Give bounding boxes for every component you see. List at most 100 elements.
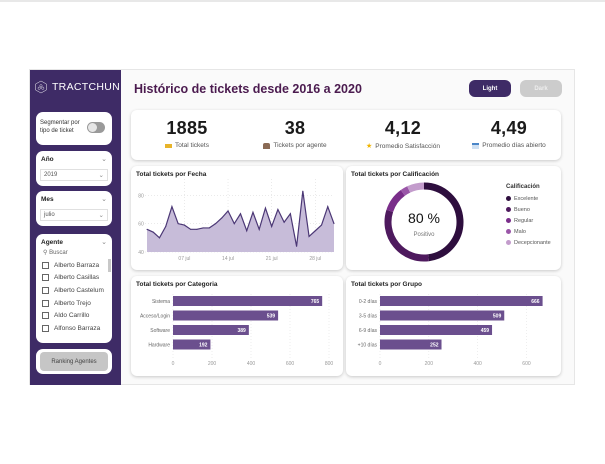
category-label: 3-5 días [359, 314, 378, 320]
checkbox[interactable] [42, 286, 49, 294]
category-label: Software [150, 328, 170, 334]
checkbox[interactable] [42, 299, 49, 307]
donut-center-label: Positivo [413, 232, 435, 238]
data-point [321, 224, 323, 226]
search-icon: ⚲ [43, 250, 48, 256]
agent-item[interactable]: Alberto Casillas [42, 272, 106, 285]
dark-theme-button[interactable]: Dark [520, 80, 562, 97]
donut-slice [400, 186, 411, 196]
light-theme-button[interactable]: Light [469, 80, 511, 97]
legend-title: Calificación [506, 184, 540, 190]
checkbox[interactable] [42, 324, 49, 332]
chevron-down-icon[interactable]: ⌄ [101, 196, 107, 203]
legend-marker [506, 196, 511, 201]
chevron-down-icon[interactable]: ⌄ [101, 239, 107, 246]
x-tick-label: 0 [172, 361, 175, 367]
checkbox[interactable] [42, 312, 49, 320]
year-filter-label: Año [41, 156, 54, 163]
agent-name: Alberto Trejo [54, 299, 91, 307]
data-point [202, 227, 204, 229]
category-label: +10 días [358, 343, 378, 349]
month-filter: Mes ⌄ julio ⌄ [36, 191, 112, 226]
bar [380, 339, 442, 350]
year-select[interactable]: 2019 ⌄ [40, 169, 108, 181]
line-chart: 40 60 80 07 jul 14 jul 21 jul 28 jul [138, 179, 335, 262]
data-point [289, 213, 291, 215]
agent-item[interactable]: Alberto Castelum [42, 284, 106, 297]
kpi-label: Promedio Satisfacción [375, 142, 440, 150]
search-input[interactable]: Buscar [49, 250, 68, 256]
year-filter: Año ⌄ 2019 ⌄ [36, 151, 112, 186]
donut-slice [384, 209, 429, 262]
x-tick-label: 600 [286, 361, 295, 367]
category-bar-chart: 0 200 400 600 800 Sistema 765 Acceso/Login 539 So… [140, 294, 333, 367]
x-tick-label: 28 jul [309, 256, 321, 262]
month-select[interactable]: julio ⌄ [40, 209, 108, 221]
legend-label: Excelente [514, 195, 539, 202]
legend-item[interactable]: Regular [506, 215, 551, 226]
agent-item[interactable]: Aldo Carrillo [42, 309, 106, 322]
x-tick-label: 14 jul [222, 256, 234, 262]
x-tick-label: 600 [522, 361, 531, 367]
data-label: 539 [267, 314, 276, 320]
chart-tickets-by-category: Total tickets por Categoria 0 200 400 600 80… [131, 276, 343, 376]
ranking-card: Ranking Agentes [36, 349, 112, 374]
data-point [177, 223, 179, 225]
x-tick-label: 07 jul [178, 256, 190, 262]
chevron-down-icon[interactable]: ⌄ [101, 156, 107, 163]
kpi-label: Tickets por agente [273, 142, 327, 149]
kpi-value: 4,49 [490, 118, 528, 138]
donut-slice [423, 182, 464, 262]
kpi-satisfaction: 4,12 ★ Promedio Satisfacción [353, 110, 453, 150]
data-point [333, 223, 335, 225]
agent-list-scrollbar[interactable] [108, 259, 111, 272]
legend-item[interactable]: Decepcionante [506, 237, 551, 248]
agent-item[interactable]: Alfonso Barraza [42, 322, 106, 335]
data-point [327, 206, 329, 208]
data-point [152, 231, 154, 233]
checkbox[interactable] [42, 274, 49, 282]
data-point [227, 210, 229, 212]
agent-icon [263, 142, 271, 149]
segment-toggle-card: Segmentar por tipo de ticket [36, 112, 112, 145]
data-point [240, 213, 241, 215]
data-point [146, 228, 148, 230]
data-point [314, 230, 316, 232]
data-point [196, 228, 198, 230]
data-label: 666 [531, 299, 540, 305]
agent-search[interactable]: ⚲ Buscar [43, 249, 68, 256]
data-label: 192 [199, 343, 208, 349]
data-point [302, 190, 304, 192]
legend-marker [506, 207, 511, 212]
data-point [208, 227, 210, 229]
legend-item[interactable]: Excelente [506, 193, 551, 204]
legend-marker [506, 229, 511, 234]
data-point [283, 221, 285, 223]
hexagon-logo-icon [35, 80, 47, 94]
data-point [308, 235, 310, 237]
segment-toggle[interactable] [87, 122, 105, 133]
data-label: 765 [311, 299, 320, 305]
data-point [215, 223, 217, 225]
data-point [233, 223, 235, 225]
legend-item[interactable]: Malo [506, 226, 551, 237]
star-icon: ★ [366, 143, 373, 150]
agent-item[interactable]: Alberto Barraza [42, 259, 106, 272]
category-label: 0-2 días [359, 299, 378, 305]
bar [380, 296, 543, 306]
agent-item[interactable]: Alberto Trejo [42, 297, 106, 310]
donut-slice [407, 182, 425, 193]
x-tick-label: 200 [208, 361, 217, 367]
data-point [158, 237, 160, 239]
data-label: 459 [481, 328, 490, 334]
calendar-icon [472, 142, 480, 149]
data-point [183, 224, 185, 226]
legend-item[interactable]: Bueno [506, 204, 551, 215]
checkbox[interactable] [42, 261, 49, 269]
rating-legend: Calificación Excelente Bueno Regular Malo De… [506, 184, 551, 248]
ranking-agents-button[interactable]: Ranking Agentes [40, 352, 108, 371]
legend-marker [506, 240, 511, 245]
agent-name: Alfonso Barraza [54, 324, 101, 332]
donut-slice [386, 190, 406, 213]
data-point [221, 217, 223, 219]
